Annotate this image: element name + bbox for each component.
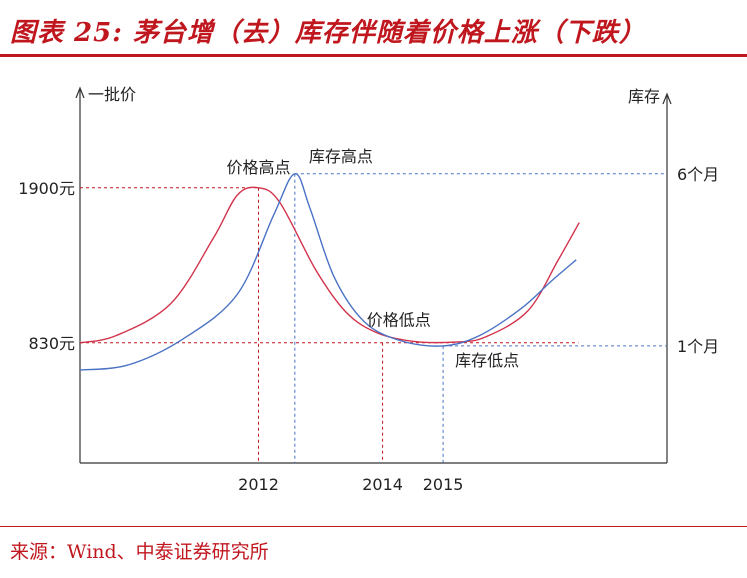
y-left-tick-label: 830元: [28, 334, 75, 353]
price-series-line: [79, 186, 580, 344]
x-tick-label: 2014: [362, 475, 403, 494]
x-tick-label: 2015: [423, 475, 464, 494]
y-axis-right-label: 库存: [628, 87, 660, 106]
figure-title: 图表 25: 茅台增（去）库存伴随着价格上涨（下跌）: [10, 18, 646, 48]
annotation-label: 价格高点: [227, 158, 291, 177]
y-right-tick-label: 6个月: [677, 165, 719, 184]
x-tick-label: 2012: [238, 475, 279, 494]
title-divider: [0, 54, 747, 57]
inventory-series-line: [79, 173, 577, 371]
annotation-label: 库存高点: [309, 147, 373, 166]
y-axis-right-arrow: [662, 92, 672, 105]
annotation-label: 库存低点: [455, 351, 519, 370]
y-axis-left-arrow: [75, 86, 85, 99]
footer-divider: [0, 526, 747, 527]
source-note: 来源：Wind、中泰证券研究所: [10, 541, 269, 563]
y-left-tick-label: 1900元: [18, 179, 75, 198]
y-right-tick-label: 1个月: [677, 337, 719, 356]
annotation-label: 价格低点: [367, 310, 431, 329]
y-axis-left-label: 一批价: [88, 85, 136, 104]
